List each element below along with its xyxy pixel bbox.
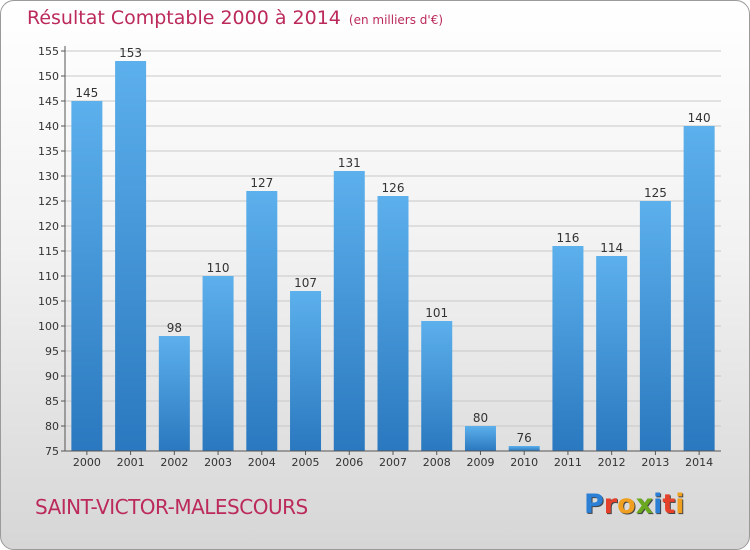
x-tick-label-2005: 2005 [292, 456, 320, 469]
y-tick-label: 155 [38, 45, 59, 58]
value-label-2003: 110 [207, 261, 230, 275]
y-tick-label: 125 [38, 195, 59, 208]
y-tick-label: 90 [45, 370, 59, 383]
value-label-2002: 98 [167, 321, 182, 335]
bars: 145 153 98 110 127 107 131 126 101 80 76 116 114 125 1… [71, 46, 715, 451]
commune-name: SAINT-VICTOR-MALESCOURS [35, 495, 308, 519]
bar-2001 [115, 61, 147, 451]
bar-2010 [508, 446, 540, 451]
y-tick-label: 150 [38, 70, 59, 83]
x-tick-label-2000: 2000 [73, 456, 101, 469]
y-tick-label: 75 [45, 445, 59, 458]
y-tick-label: 95 [45, 345, 59, 358]
bar-2004 [246, 191, 278, 451]
x-tick-label-2004: 2004 [248, 456, 276, 469]
chart-subtitle: (en milliers d'€) [348, 13, 444, 27]
x-tick-label-2001: 2001 [117, 456, 145, 469]
bar-2007 [377, 196, 409, 451]
bar-2003 [202, 276, 234, 451]
y-tick-label: 105 [38, 295, 59, 308]
y-tick-label: 120 [38, 220, 59, 233]
bar-2009 [464, 426, 496, 451]
x-tick-label-2011: 2011 [554, 456, 582, 469]
logo-letter: x [635, 489, 654, 520]
logo-letter: i [675, 489, 685, 520]
proxiti-logo: Proxiti [584, 489, 685, 520]
y-tick-label: 145 [38, 95, 59, 108]
x-tick-label-2013: 2013 [641, 456, 669, 469]
value-label-2013: 125 [644, 186, 667, 200]
y-tick-label: 80 [45, 420, 59, 433]
bar-2014 [683, 126, 715, 451]
x-tick-label-2009: 2009 [466, 456, 494, 469]
y-tick-label: 140 [38, 120, 59, 133]
value-label-2000: 145 [75, 86, 98, 100]
x-tick-label-2007: 2007 [379, 456, 407, 469]
bar-2000 [71, 101, 103, 451]
value-label-2008: 101 [425, 306, 448, 320]
value-label-2006: 131 [338, 156, 361, 170]
logo-letter: o [617, 489, 636, 520]
value-label-2004: 127 [250, 176, 273, 190]
x-tick-label-2002: 2002 [160, 456, 188, 469]
bar-2005 [290, 291, 322, 451]
axes: 7580859095100105110115120125130135140145… [38, 45, 721, 469]
logo-letter: i [653, 489, 663, 520]
value-label-2009: 80 [473, 411, 488, 425]
value-label-2010: 76 [517, 431, 532, 445]
value-label-2011: 116 [556, 231, 579, 245]
x-tick-label-2010: 2010 [510, 456, 538, 469]
value-label-2014: 140 [688, 111, 711, 125]
bar-2008 [421, 321, 453, 451]
bar-2002 [158, 336, 190, 451]
y-tick-label: 130 [38, 170, 59, 183]
x-tick-label-2006: 2006 [335, 456, 363, 469]
y-tick-label: 110 [38, 270, 59, 283]
chart-title: Résultat Comptable 2000 à 2014 (en millie… [27, 7, 443, 29]
x-tick-label-2008: 2008 [423, 456, 451, 469]
y-tick-label: 115 [38, 245, 59, 258]
x-tick-label-2012: 2012 [598, 456, 626, 469]
bar-2006 [333, 171, 365, 451]
logo-letter: r [603, 489, 618, 520]
chart-title-text: Résultat Comptable 2000 à 2014 [27, 7, 341, 29]
y-tick-label: 135 [38, 145, 59, 158]
value-label-2012: 114 [600, 241, 623, 255]
bar-2012 [596, 256, 628, 451]
bar-2011 [552, 246, 584, 451]
x-tick-label-2003: 2003 [204, 456, 232, 469]
value-label-2005: 107 [294, 276, 317, 290]
x-tick-label-2014: 2014 [685, 456, 713, 469]
bar-2013 [639, 201, 671, 451]
value-label-2001: 153 [119, 46, 142, 60]
value-label-2007: 126 [382, 181, 405, 195]
y-tick-label: 85 [45, 395, 59, 408]
y-tick-label: 100 [38, 320, 59, 333]
logo-letter: P [584, 489, 604, 520]
logo-letter: t [662, 489, 676, 520]
